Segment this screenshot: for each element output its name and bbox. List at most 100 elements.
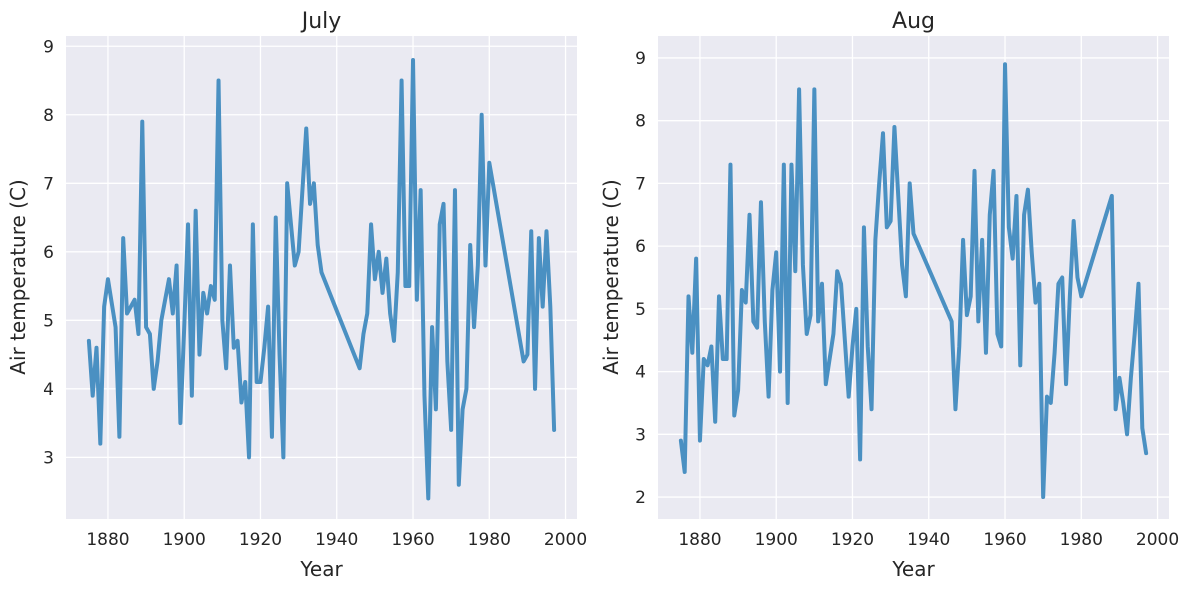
data-point (1007, 225, 1011, 229)
x-tick-label: 1980 (1060, 530, 1103, 550)
data-point (266, 305, 270, 309)
yticks-july: 3 4 5 6 7 8 9 (43, 37, 54, 468)
data-point (430, 325, 434, 329)
data-point (976, 319, 980, 323)
x-axis-label-july: Year (299, 557, 343, 581)
data-point (1034, 301, 1038, 305)
data-point (384, 257, 388, 261)
data-point (186, 222, 190, 226)
data-point (442, 202, 446, 206)
data-point (717, 294, 721, 298)
data-point (182, 325, 186, 329)
data-point (525, 353, 529, 357)
data-point (992, 169, 996, 173)
y-tick-label: 7 (43, 174, 54, 194)
data-point (748, 213, 752, 217)
x-tick-label: 1880 (678, 530, 721, 550)
data-point (763, 319, 767, 323)
data-point (980, 238, 984, 242)
data-point (687, 294, 691, 298)
data-point (457, 483, 461, 487)
y-tick-label: 7 (635, 174, 646, 194)
data-point (908, 181, 912, 185)
x-tick-label: 1980 (468, 530, 511, 550)
y-tick-label: 5 (635, 300, 646, 320)
data-point (224, 366, 228, 370)
data-point (767, 395, 771, 399)
y-axis-label-aug: Air temperature (C) (599, 179, 623, 374)
data-point (236, 339, 240, 343)
data-point (1041, 495, 1045, 499)
data-point (816, 319, 820, 323)
y-tick-label: 6 (635, 237, 646, 257)
x-tick-label: 1940 (907, 530, 950, 550)
data-point (449, 428, 453, 432)
data-point (831, 332, 835, 336)
data-point (1133, 332, 1137, 336)
data-point (706, 363, 710, 367)
y-tick-label: 9 (43, 37, 54, 57)
data-point (190, 394, 194, 398)
data-point (1079, 294, 1083, 298)
data-point (740, 288, 744, 292)
data-point (1114, 407, 1118, 411)
data-point (702, 357, 706, 361)
data-point (148, 332, 152, 336)
y-tick-label: 8 (635, 112, 646, 132)
data-point (847, 395, 851, 399)
data-point (388, 311, 392, 315)
data-point (316, 243, 320, 247)
data-point (258, 380, 262, 384)
data-point (480, 113, 484, 117)
data-point (751, 319, 755, 323)
data-point (468, 243, 472, 247)
data-point (805, 332, 809, 336)
data-point (770, 288, 774, 292)
data-point (102, 305, 106, 309)
data-point (117, 435, 121, 439)
data-point (728, 163, 732, 167)
data-point (487, 161, 491, 165)
data-point (892, 125, 896, 129)
y-tick-label: 8 (43, 106, 54, 126)
data-point (1037, 282, 1041, 286)
chart-title-aug: Aug (892, 9, 935, 34)
series-line-july-group (86, 57, 557, 501)
data-point (152, 387, 156, 391)
data-point (133, 298, 137, 302)
data-point (809, 313, 813, 317)
x-tick-label: 1880 (86, 530, 129, 550)
data-point (136, 332, 140, 336)
gridlines-aug (658, 36, 1169, 519)
data-point (358, 366, 362, 370)
data-point (422, 394, 426, 398)
y-tick-label: 4 (43, 380, 54, 400)
data-point (1136, 282, 1140, 286)
data-point (548, 305, 552, 309)
data-point (1056, 282, 1060, 286)
data-point (1060, 276, 1064, 280)
data-point (870, 407, 874, 411)
data-point (544, 229, 548, 233)
data-point (400, 79, 404, 83)
data-point (129, 305, 133, 309)
data-point (98, 442, 102, 446)
data-point (365, 311, 369, 315)
data-point (778, 370, 782, 374)
data-point (476, 264, 480, 268)
data-point (1117, 376, 1121, 380)
data-point (533, 387, 537, 391)
y-tick-label: 3 (43, 448, 54, 468)
data-point (377, 250, 381, 254)
data-point (197, 353, 201, 357)
data-point (984, 351, 988, 355)
data-point (694, 257, 698, 261)
data-point (529, 229, 533, 233)
data-point (1140, 426, 1144, 430)
data-point (801, 263, 805, 267)
xticks-aug: 1880 1900 1920 1940 1960 1980 2000 (678, 530, 1179, 550)
data-point (278, 353, 282, 357)
data-point (415, 298, 419, 302)
data-point (274, 216, 278, 220)
data-point (453, 188, 457, 192)
